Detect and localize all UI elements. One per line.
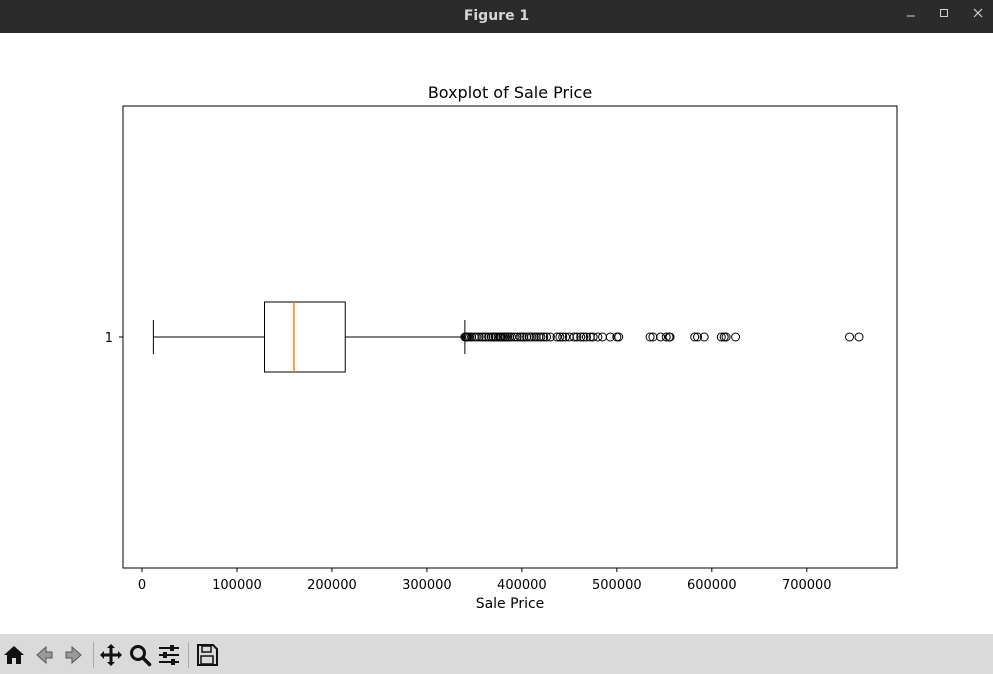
boxplot-chart: Boxplot of Sale Price 0 100000 200000 30000…	[105, 83, 898, 612]
x-tick-label: 600000	[687, 578, 737, 593]
configure-subplots-icon	[159, 645, 179, 665]
x-axis-label: Sale Price	[476, 596, 545, 612]
minimize-button[interactable]	[900, 6, 922, 26]
navigation-toolbar	[0, 634, 993, 674]
outlier-group	[460, 332, 864, 342]
x-tick-label: 500000	[592, 578, 642, 593]
outlier-point	[576, 332, 586, 342]
x-tick-label: 400000	[497, 578, 547, 593]
figure-canvas: Boxplot of Sale Price 0 100000 200000 30000…	[0, 33, 993, 634]
x-tick-label: 300000	[402, 578, 452, 593]
outlier-point	[854, 332, 864, 342]
back-icon	[36, 645, 53, 665]
forward-icon	[65, 645, 82, 665]
outlier-point	[579, 332, 589, 342]
zoom-button[interactable]	[127, 642, 153, 668]
outlier-point	[555, 332, 565, 342]
chart-title: Boxplot of Sale Price	[428, 83, 592, 102]
window-titlebar: Figure 1	[0, 0, 993, 33]
home-button[interactable]	[1, 642, 27, 668]
maximize-button[interactable]	[933, 6, 955, 26]
save-button[interactable]	[194, 642, 220, 668]
outlier-point	[536, 332, 546, 342]
outlier-point	[605, 332, 615, 342]
outlier-point	[693, 332, 703, 342]
minimize-icon	[907, 15, 915, 17]
outlier-point	[542, 332, 552, 342]
x-tick-label: 700000	[782, 578, 832, 593]
window-title: Figure 1	[463, 8, 530, 24]
outlier-point	[614, 332, 624, 342]
outlier-point	[699, 332, 709, 342]
outlier-point	[581, 332, 591, 342]
outlier-point	[593, 332, 603, 342]
back-button[interactable]	[31, 642, 57, 668]
box-group	[152, 301, 466, 373]
outlier-point	[656, 332, 666, 342]
outlier-point	[845, 332, 855, 342]
outlier-point	[569, 332, 579, 342]
outlier-point	[665, 332, 675, 342]
outlier-point	[721, 332, 731, 342]
home-icon	[4, 646, 24, 664]
outlier-point	[474, 332, 484, 342]
y-axis-ticks: 1	[105, 331, 123, 346]
outlier-point	[558, 332, 568, 342]
outlier-point	[512, 332, 522, 342]
save-icon	[197, 644, 218, 666]
outlier-point	[545, 332, 555, 342]
outlier-point	[690, 332, 700, 342]
outlier-point	[731, 332, 741, 342]
outlier-point	[539, 332, 549, 342]
close-icon	[973, 8, 983, 18]
toolbar-separator	[93, 642, 94, 668]
outlier-point	[552, 332, 562, 342]
outlier-point	[588, 332, 598, 342]
pan-icon	[100, 644, 122, 666]
forward-button[interactable]	[61, 642, 87, 668]
maximize-icon	[940, 9, 948, 17]
outlier-point	[716, 332, 726, 342]
configure-subplots-button[interactable]	[156, 642, 182, 668]
y-tick-label: 1	[105, 331, 113, 346]
outlier-point	[506, 332, 516, 342]
zoom-icon	[130, 645, 152, 667]
x-axis-ticks: 0 100000 200000 300000 400000 500000 600000 700…	[138, 568, 832, 593]
x-tick-label: 0	[138, 578, 146, 593]
x-tick-label: 100000	[212, 578, 262, 593]
outlier-point	[561, 332, 571, 342]
pan-button[interactable]	[98, 642, 124, 668]
outlier-point	[572, 332, 582, 342]
toolbar-separator	[188, 642, 189, 668]
iqr-box	[264, 301, 346, 373]
outlier-point	[645, 332, 655, 342]
outlier-point	[661, 332, 671, 342]
x-tick-label: 200000	[307, 578, 357, 593]
close-button[interactable]	[967, 6, 989, 26]
